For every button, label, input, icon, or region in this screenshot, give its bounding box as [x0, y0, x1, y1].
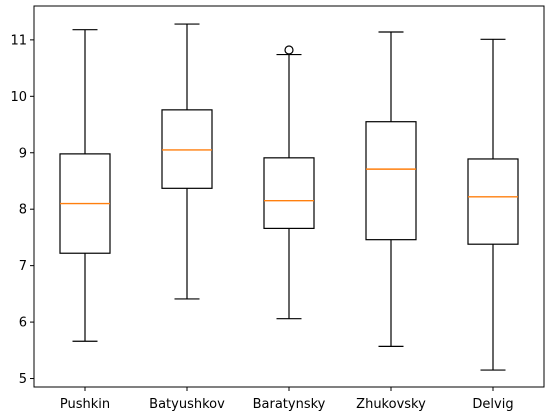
x-axis: Pushkin Batyushkov Baratynsky Zhukovsky Delv… — [60, 387, 514, 412]
y-tick-label: 11 — [10, 33, 27, 48]
x-tick-label: Zhukovsky — [356, 397, 426, 412]
box-pushkin — [59, 29, 111, 342]
box-zhukovsky — [365, 31, 417, 347]
box-delvig — [467, 38, 519, 371]
y-tick-label: 8 — [19, 203, 27, 218]
iqr-box — [467, 158, 519, 245]
y-tick-label: 6 — [19, 316, 27, 331]
y-tick-label: 10 — [10, 90, 27, 105]
x-tick-label: Delvig — [472, 397, 513, 412]
y-tick-label: 7 — [19, 259, 27, 274]
x-tick-label: Baratynsky — [253, 397, 326, 412]
x-tick-label: Pushkin — [60, 397, 110, 412]
y-tick-label: 9 — [19, 146, 27, 161]
iqr-box — [161, 109, 213, 189]
box-baratynsky — [263, 45, 315, 320]
y-tick-label: 5 — [19, 372, 27, 387]
y-axis: 5 6 7 8 9 10 11 — [10, 33, 34, 387]
boxes-layer — [59, 23, 519, 371]
iqr-box — [263, 157, 315, 229]
box-batyushkov — [161, 23, 213, 300]
x-tick-label: Batyushkov — [149, 397, 225, 412]
iqr-box — [365, 121, 417, 241]
outlier-point — [284, 45, 294, 55]
